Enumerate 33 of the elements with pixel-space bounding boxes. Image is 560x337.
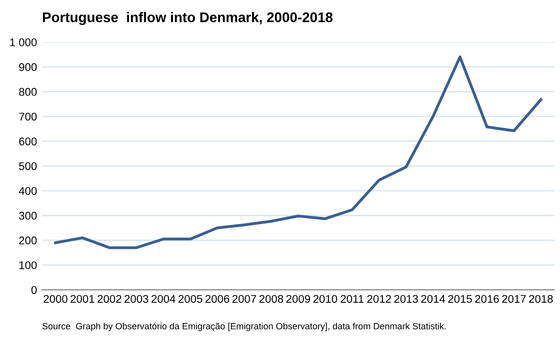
y-tick-label: 400: [18, 187, 37, 195]
x-tick-label: 2013: [394, 294, 418, 303]
x-tick-label: 2001: [70, 294, 94, 303]
y-tick-label: 800: [19, 88, 37, 96]
x-tick-label: 2010: [313, 294, 338, 303]
line-series: [54, 56, 542, 250]
x-tick-label: 2007: [232, 294, 256, 303]
y-tick-label: 0: [31, 286, 37, 294]
x-tick-label: 2004: [152, 294, 176, 303]
source-note: Source Graph by Observatório da Emigração [Emigration Observatory], data from Denmark Statistik.: [42, 322, 446, 332]
x-tick-label: 2011: [340, 294, 364, 303]
chart-title: Portuguese inflow into Denmark, 2000-2018: [42, 12, 333, 26]
x-tick-label: 2008: [259, 294, 284, 303]
x-tick-label: 2006: [205, 294, 230, 303]
x-tick-label: 2014: [421, 294, 446, 303]
x-tick-label: 2005: [178, 294, 202, 303]
y-tick-label: 900: [19, 63, 37, 72]
y-tick-label: 1 000: [10, 38, 37, 46]
y-tick-label: 300: [19, 212, 37, 220]
y-tick-label: 700: [19, 112, 37, 121]
y-tick-label: 500: [19, 162, 37, 170]
x-tick-label: 2018: [529, 294, 553, 303]
y-tick-label: 600: [19, 137, 37, 146]
x-tick-label: 2009: [286, 294, 310, 303]
x-tick-label: 2000: [44, 294, 68, 303]
y-tick-label: 200: [19, 236, 37, 244]
x-tick-label: 2016: [475, 294, 499, 303]
x-tick-label: 2017: [502, 294, 526, 303]
y-tick-label: 100: [19, 261, 37, 270]
x-tick-label: 2015: [448, 294, 472, 303]
x-tick-label: 2012: [367, 294, 391, 303]
x-tick-label: 2003: [124, 294, 148, 303]
x-tick-label: 2002: [98, 294, 122, 303]
